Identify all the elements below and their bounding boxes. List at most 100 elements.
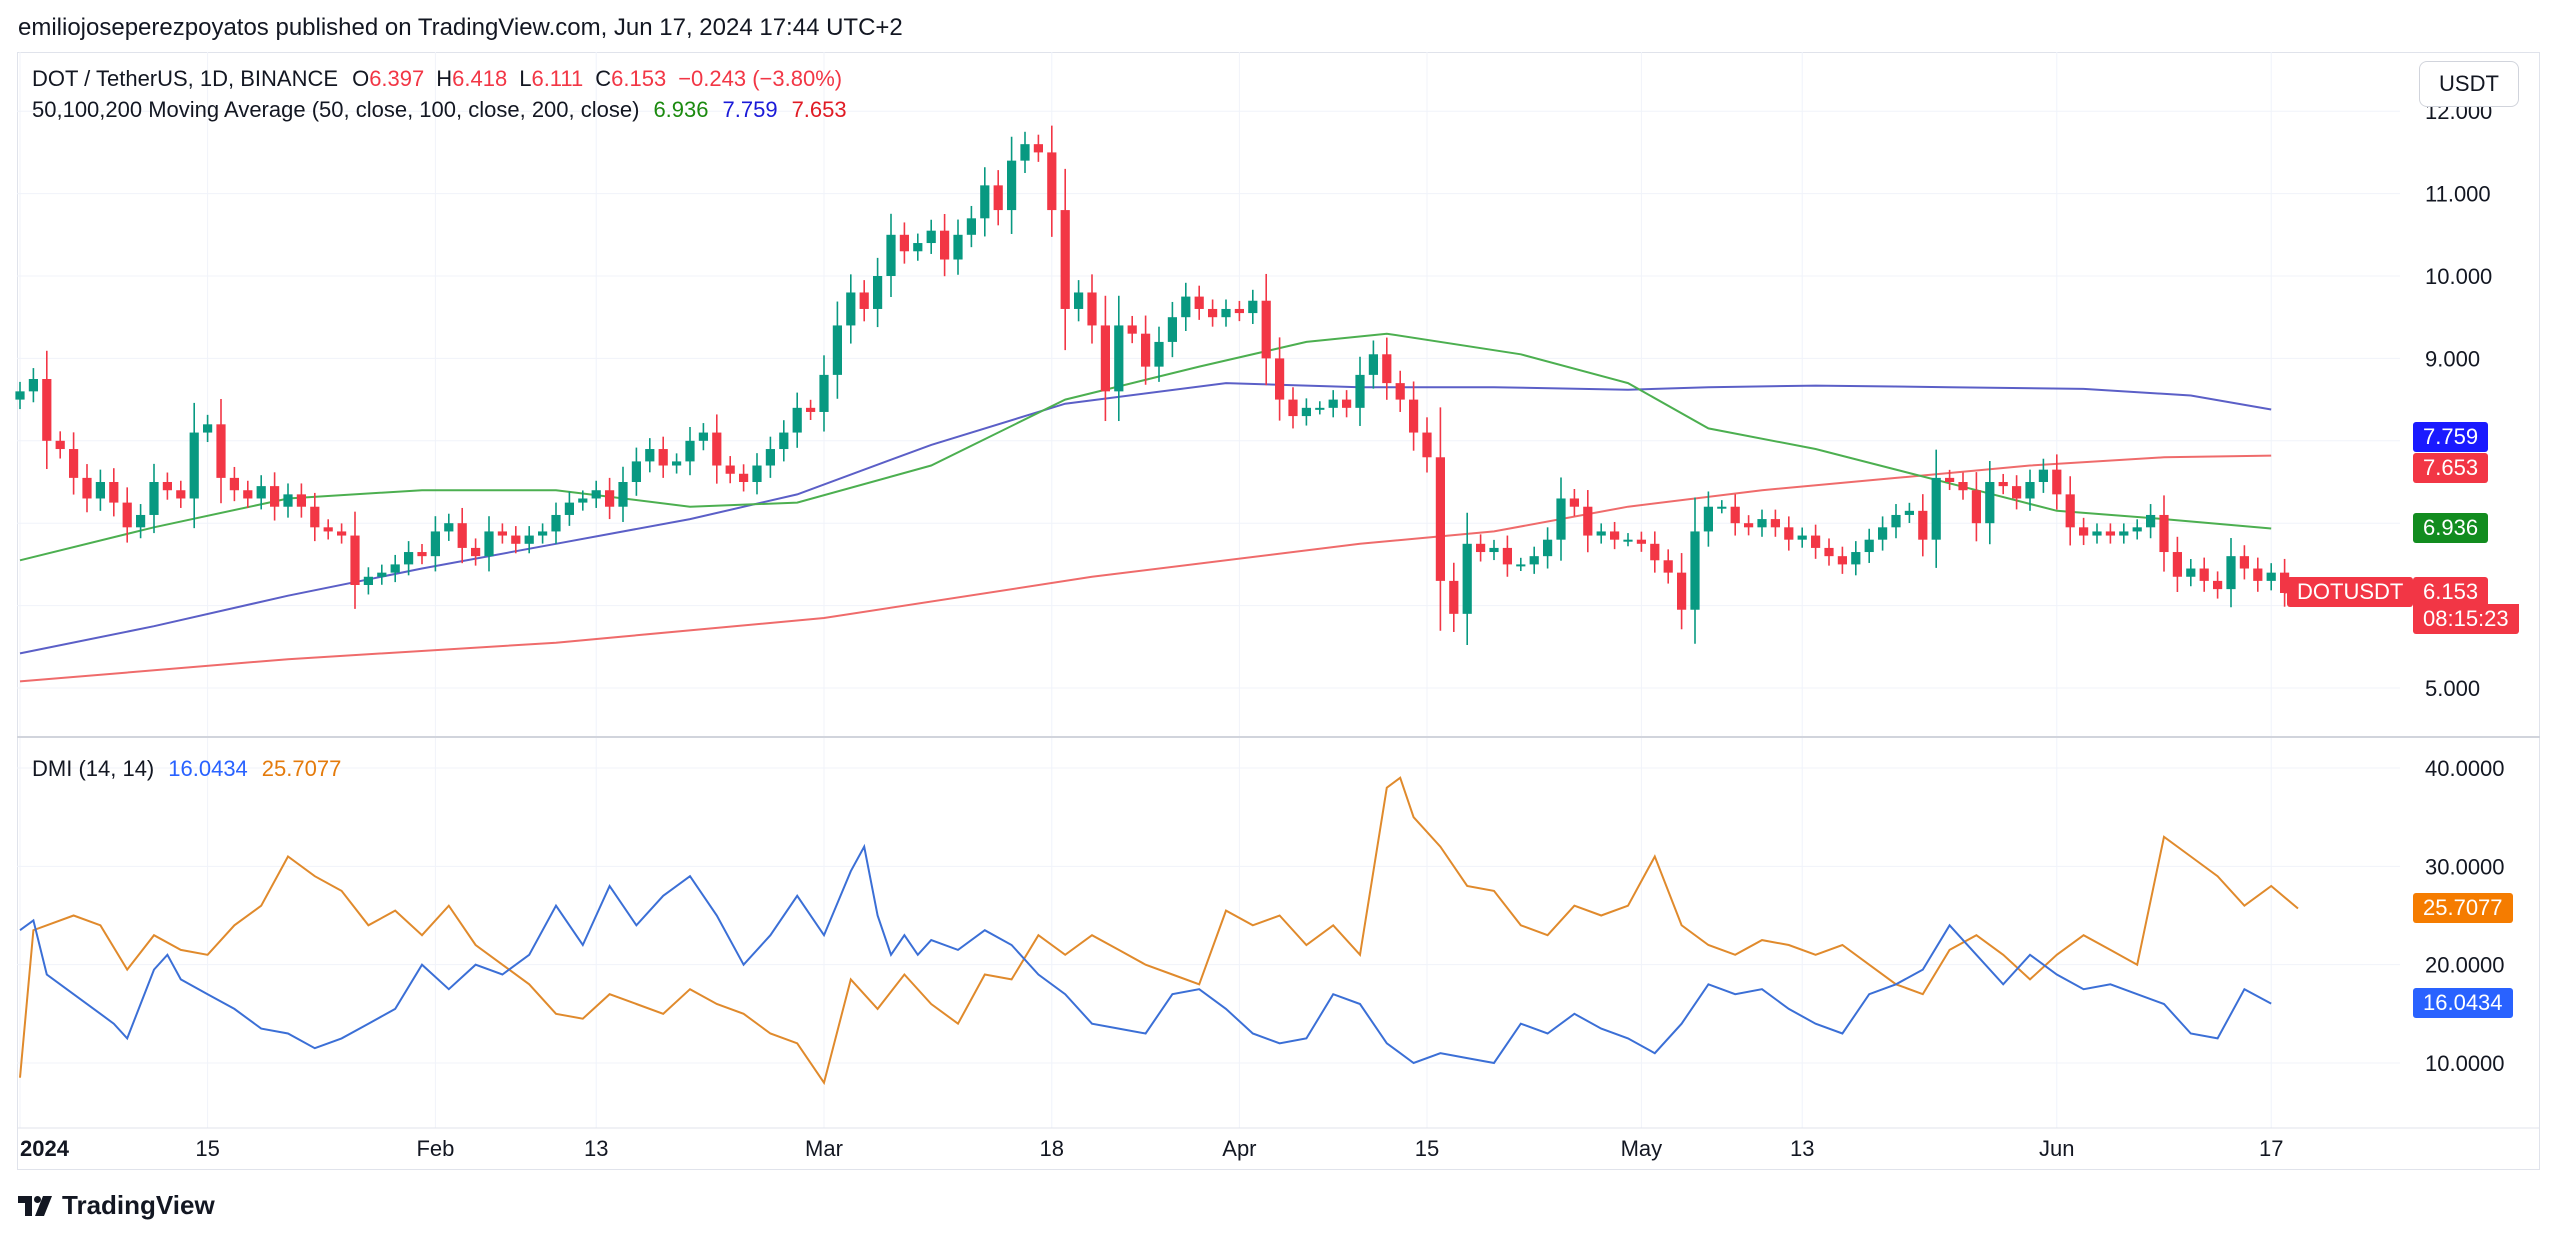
candle-body [806, 407, 816, 412]
candle-body [1194, 296, 1204, 309]
candle-body [1596, 531, 1606, 536]
dmi-plus-value: 16.0434 [168, 756, 248, 781]
low-value: 6.111 [531, 66, 584, 91]
candle-body [886, 234, 896, 276]
candle-body [966, 218, 976, 235]
candle-body [739, 473, 749, 482]
candle-body [1744, 523, 1754, 528]
candle-body [162, 482, 172, 491]
candle-body [55, 440, 65, 450]
candle-body [712, 432, 722, 466]
candle-body [2146, 514, 2156, 528]
candle-body [1328, 399, 1338, 408]
candle-body [1181, 296, 1191, 318]
candle-body [618, 482, 628, 507]
candle-body [1074, 292, 1084, 309]
candle-body [1141, 333, 1151, 367]
tradingview-logo[interactable]: TradingView [18, 1190, 215, 1221]
candle-body [1154, 341, 1164, 367]
candle-body [149, 482, 159, 515]
candle-body [1610, 531, 1620, 540]
dmi-legend[interactable]: DMI (14, 14) 16.0434 25.7077 [32, 756, 341, 782]
dmi-plus-tag: 16.0434 [2413, 988, 2513, 1018]
candle-body [1958, 482, 1968, 491]
candle-body [1516, 564, 1526, 567]
dmi-title: DMI (14, 14) [32, 756, 155, 781]
candle-body [672, 461, 682, 466]
candle-body [69, 449, 79, 478]
moving-average-legend[interactable]: 50,100,200 Moving Average (50, close, 10… [32, 97, 847, 123]
price-axis-tick: 5.000 [2425, 676, 2480, 701]
candle-body [109, 482, 119, 503]
candle-body [1529, 556, 1539, 565]
candle-body [940, 230, 950, 260]
candle-body [2038, 469, 2048, 482]
price-axis-tick: 9.000 [2425, 346, 2480, 371]
candle-body [980, 185, 990, 219]
candle-body [1208, 308, 1218, 318]
close-value: 6.153 [611, 66, 667, 91]
publisher-line: emiliojoseperezpoyatos published on Trad… [18, 14, 903, 41]
candle-body [698, 432, 708, 441]
candle-body [1234, 308, 1244, 314]
symbol-legend[interactable]: DOT / TetherUS, 1D, BINANCE O 6.397 H 6.… [32, 66, 842, 92]
candle-body [792, 407, 802, 433]
candle-body [15, 391, 25, 400]
candle-body [497, 531, 507, 536]
symbol-title: DOT / TetherUS, 1D, BINANCE [32, 66, 339, 91]
candle-body [1918, 510, 1928, 540]
candle-body [270, 486, 280, 507]
candle-body [993, 185, 1003, 211]
low-label: L [519, 66, 532, 91]
candle-body [390, 564, 400, 573]
candle-body [1288, 399, 1298, 417]
candle-body [1569, 498, 1579, 507]
ma200-price-tag: 7.653 [2413, 453, 2489, 483]
candle-body [1301, 407, 1311, 417]
candle-body [1690, 531, 1700, 610]
candle-body [2132, 527, 2142, 532]
candle-body [2012, 486, 2022, 499]
ma200-value: 7.653 [791, 97, 847, 122]
candle-body [511, 535, 521, 544]
candle-body [1261, 300, 1271, 359]
candle-body [1248, 300, 1258, 314]
candle-body [1275, 358, 1285, 400]
candle-body [2065, 494, 2075, 528]
candle-body [953, 234, 963, 260]
tradingview-logo-icon [18, 1195, 52, 1216]
candle-body [1931, 477, 1941, 540]
candle-body [176, 490, 186, 499]
candle-body [2092, 531, 2102, 536]
candle-body [471, 547, 481, 557]
candle-body [417, 552, 427, 557]
candle-body [256, 486, 266, 499]
candle-body [779, 432, 789, 450]
candle-body [243, 490, 253, 499]
candle-body [765, 449, 775, 466]
candle-body [2052, 469, 2062, 495]
dmi-axis-tick: 10.0000 [2425, 1051, 2505, 1076]
time-axis-tick: 2024 [20, 1136, 70, 1161]
currency-button[interactable]: USDT [2419, 61, 2519, 107]
candle-body [1837, 556, 1847, 565]
close-label: C [595, 66, 612, 91]
candle-body [1047, 152, 1057, 211]
candle-body [457, 523, 467, 548]
candle-body [296, 494, 306, 507]
candle-body [1221, 308, 1231, 318]
candle-body [1502, 547, 1512, 565]
change-value: −0.243 (−3.80%) [678, 66, 843, 91]
price-axis-tick: 10.000 [2425, 264, 2492, 289]
candle-body [1462, 543, 1472, 614]
symbol-tag: DOTUSDT [2287, 577, 2414, 607]
candle-body [1636, 539, 1646, 544]
candle-body [1449, 580, 1459, 614]
candle-body [578, 498, 588, 503]
candle-body [645, 449, 655, 462]
candle-body [1476, 543, 1486, 553]
candle-body [591, 490, 601, 499]
candle-body [1007, 160, 1017, 211]
candle-body [1060, 210, 1070, 309]
